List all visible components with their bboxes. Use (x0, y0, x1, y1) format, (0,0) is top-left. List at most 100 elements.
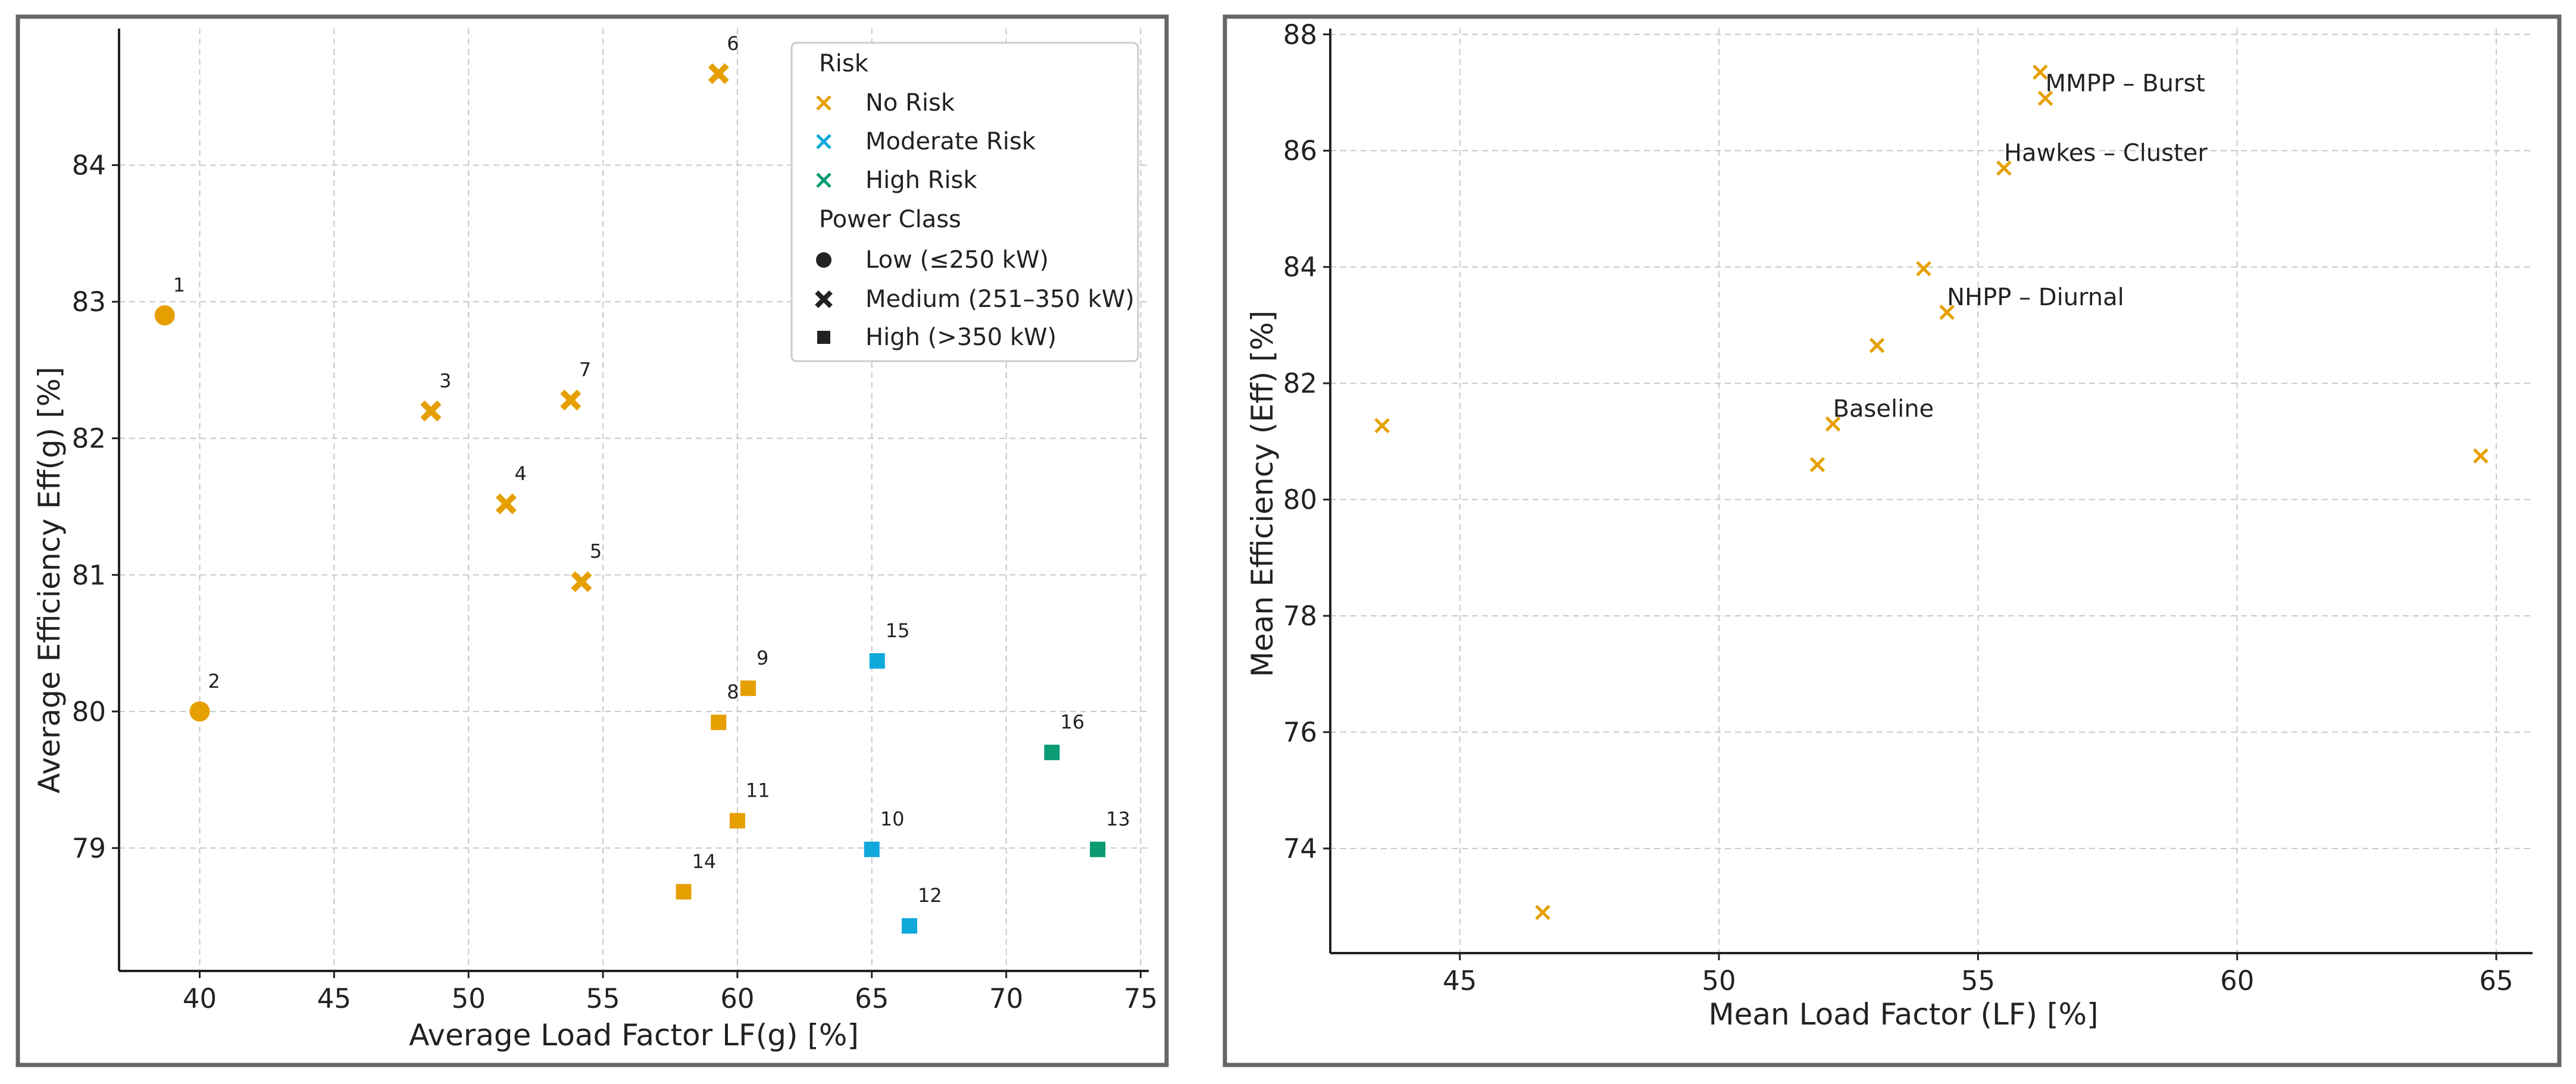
data-point-11: 11 (729, 779, 770, 829)
legend-power-low-label: Low (≤250 kW) (865, 246, 1049, 274)
legend-item-high-risk: High Risk (816, 167, 977, 194)
point-marker-x (420, 400, 442, 422)
legend-item-no-risk: No Risk (816, 89, 955, 117)
legend-high-risk-marker (816, 173, 831, 188)
right-y-axis-title: Mean Efficiency (Eff) [%] (1245, 311, 1280, 677)
y-tick-label: 82 (1283, 368, 1317, 399)
data-point-13: 13 (1090, 808, 1130, 857)
x-tick-label: 65 (2479, 965, 2513, 997)
x-tick-label: 45 (1443, 965, 1477, 997)
legend-no-risk-marker (816, 95, 831, 111)
legend: Risk No Risk Moderate Risk High Risk Pow… (790, 42, 1139, 362)
right-grid (1330, 29, 2533, 953)
data-point-9: 9 (740, 647, 768, 696)
point-marker-x (1535, 904, 1550, 920)
data-point-14: 14 (676, 850, 717, 900)
data-point: MMPP – Burst (2037, 70, 2205, 106)
data-point-4: 4 (495, 462, 527, 515)
legend-no-risk-x-icon (816, 95, 831, 111)
legend-medium-x-icon (815, 290, 833, 308)
point-marker-x (2037, 90, 2053, 106)
data-point: Baseline (1825, 396, 1934, 432)
data-point (1374, 418, 1390, 434)
point-label: 11 (746, 779, 770, 801)
left-x-axis-title: Average Load Factor LF(g) [%] (409, 1018, 859, 1052)
y-tick-label: 84 (1283, 252, 1317, 283)
data-point: Hawkes – Cluster (1996, 140, 2208, 176)
data-point-1: 1 (154, 274, 185, 326)
legend-item-power-low: Low (≤250 kW) (816, 246, 1049, 274)
point-marker-square (869, 653, 885, 669)
point-marker-x (1916, 261, 1931, 277)
point-marker-x (571, 571, 592, 593)
data-point-10: 10 (864, 808, 905, 857)
point-marker-square (676, 884, 692, 900)
data-point-7: 7 (560, 358, 591, 411)
point-marker-square (729, 813, 745, 829)
point-label: 16 (1060, 711, 1084, 734)
x-tick-label: 50 (1702, 965, 1736, 997)
right-x-axis-title: Mean Load Factor (LF) [%] (1709, 997, 2099, 1032)
legend-box (790, 42, 1139, 362)
point-marker-square (1044, 744, 1060, 760)
y-tick-label: 79 (72, 832, 106, 864)
data-point-3: 3 (420, 369, 451, 422)
y-tick-label: 78 (1283, 600, 1317, 632)
point-label: 1 (173, 274, 185, 296)
point-label: 8 (727, 681, 739, 703)
y-tick-label: 88 (1283, 19, 1317, 51)
data-point: NHPP – Diurnal (1939, 284, 2124, 320)
point-annotation: MMPP – Burst (2046, 70, 2205, 97)
point-marker-x (1374, 418, 1390, 434)
x-tick-label: 60 (720, 983, 754, 1014)
y-tick-label: 86 (1283, 135, 1317, 167)
data-point-6: 6 (708, 32, 739, 84)
point-marker-x (1825, 416, 1841, 432)
legend-power-high-label: High (>350 kW) (865, 324, 1056, 351)
point-marker-circle (154, 305, 175, 326)
point-label: 12 (918, 884, 942, 907)
data-point (1869, 337, 1885, 353)
legend-power-title: Power Class (819, 206, 961, 233)
y-tick-label: 80 (72, 696, 106, 728)
point-marker-x (1939, 305, 1955, 320)
data-point-5: 5 (571, 540, 602, 593)
point-label: 6 (727, 32, 739, 55)
point-label: 14 (692, 850, 717, 873)
y-tick-label: 84 (72, 150, 106, 181)
x-tick-label: 55 (1961, 965, 1995, 997)
point-marker-x (2473, 448, 2489, 464)
x-tick-label: 45 (317, 983, 351, 1014)
data-point (1535, 904, 1550, 920)
point-label: 15 (886, 619, 910, 642)
legend-item-power-high: High (>350 kW) (817, 324, 1056, 351)
point-annotation: Hawkes – Cluster (2004, 140, 2208, 167)
y-tick-label: 80 (1283, 484, 1317, 516)
point-marker-x (1996, 160, 2012, 176)
legend-power-medium-label: Medium (251–350 kW) (865, 286, 1134, 313)
x-tick-label: 70 (989, 983, 1023, 1014)
point-label: 10 (880, 808, 905, 831)
point-marker-x (495, 493, 517, 515)
right-data-points: Baseline NHPP – Diurnal Hawkes – Cluster MM… (1374, 64, 2489, 920)
y-tick-label: 74 (1283, 833, 1317, 864)
x-tick-label: 50 (452, 983, 486, 1014)
data-point-8: 8 (711, 681, 739, 731)
point-marker-x (2033, 64, 2048, 80)
data-point (2033, 64, 2048, 80)
point-marker-square (901, 918, 917, 934)
x-tick-label: 40 (183, 983, 217, 1014)
point-marker-x (1809, 457, 1825, 472)
point-annotation: NHPP – Diurnal (1947, 284, 2124, 311)
data-point (1916, 261, 1931, 277)
legend-moderate-risk-label: Moderate Risk (865, 128, 1036, 155)
point-label: 2 (208, 670, 220, 693)
point-marker-square (740, 680, 756, 696)
data-point-16: 16 (1044, 711, 1084, 760)
y-tick-label: 76 (1283, 717, 1317, 748)
left-y-axis-title: Average Efficiency Eff(g) [%] (32, 366, 67, 793)
x-tick-label: 60 (2220, 965, 2254, 997)
x-tick-label: 65 (855, 983, 889, 1014)
legend-square-marker (817, 331, 830, 344)
